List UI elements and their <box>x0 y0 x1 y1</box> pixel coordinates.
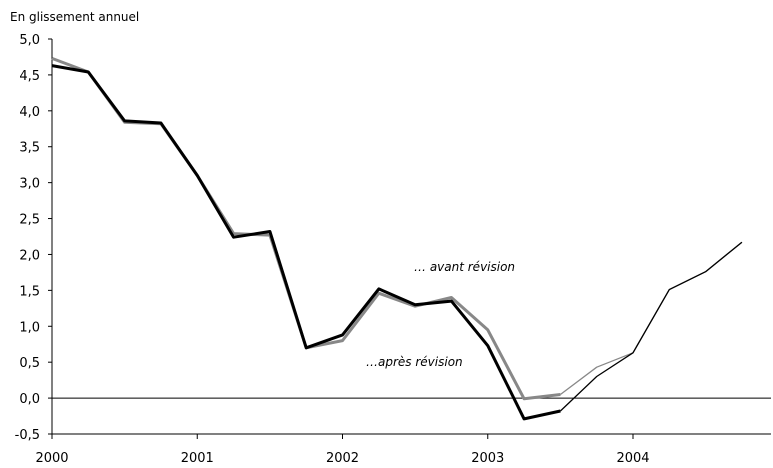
series-line-0-tail <box>559 241 743 412</box>
x-tick-label: 2003 <box>471 451 504 466</box>
x-tick-label: 2004 <box>616 451 649 466</box>
y-axis-label: En glissement annuel <box>10 10 139 24</box>
y-tick-label: 4,0 <box>19 105 40 120</box>
y-tick-label: 2,5 <box>19 213 40 228</box>
annotation-apres-revision: …après révision <box>366 355 463 369</box>
y-tick-label: -0,5 <box>15 428 40 443</box>
y-tick-label: 5,0 <box>19 33 40 48</box>
y-tick-label: 1,5 <box>19 284 40 299</box>
y-tick-label: 0,5 <box>19 356 40 371</box>
series-line-0-main <box>51 64 561 421</box>
x-tick-label: 2000 <box>35 451 68 466</box>
annotation-avant-revision: … avant révision <box>414 260 515 274</box>
y-axis-ticks: 5,0 4,5 4,0 3,5 3,0 2,5 2,0 1,5 1,0 0,5 0,0 -0,5 <box>15 33 52 443</box>
axes <box>51 39 771 435</box>
y-tick-label: 1,0 <box>19 320 40 335</box>
x-tick-label: 2001 <box>181 451 214 466</box>
x-tick-label: 2002 <box>326 451 359 466</box>
y-tick-label: 3,0 <box>19 177 40 192</box>
y-tick-label: 2,0 <box>19 248 40 263</box>
x-axis-ticks: 2000 2001 2002 2003 2004 <box>35 434 650 466</box>
series-lines <box>51 56 743 421</box>
y-tick-label: 3,5 <box>19 141 40 156</box>
y-tick-label: 0,0 <box>19 392 40 407</box>
y-tick-label: 4,5 <box>19 69 40 84</box>
